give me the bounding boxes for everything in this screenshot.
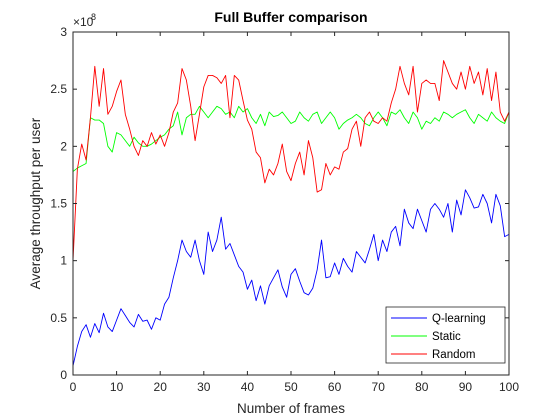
x-tick-label: 50 <box>284 380 298 394</box>
y-tick-label: 2 <box>60 139 67 153</box>
series-line-random <box>72 60 510 261</box>
y-tick-label: 0 <box>60 368 67 382</box>
y-tick-label: 1.5 <box>50 197 67 211</box>
x-tick-label: 70 <box>372 380 386 394</box>
y-axis-ticks: 0 0.5 1 1.5 2 2.5 3 <box>50 25 509 382</box>
series-layer <box>72 60 510 366</box>
x-tick-label: 90 <box>459 380 473 394</box>
y-tick-label: 0.5 <box>50 311 67 325</box>
chart-title: Full Buffer comparison <box>214 9 367 25</box>
y-tick-label: 2.5 <box>50 82 67 96</box>
y-exponent-base: ×10 <box>73 15 94 29</box>
x-axis-ticks: 0 10 20 30 40 50 60 70 80 90 100 <box>70 32 519 394</box>
x-axis-label: Number of frames <box>237 401 345 416</box>
x-tick-label: 60 <box>328 380 342 394</box>
x-tick-label: 80 <box>415 380 429 394</box>
series-line-q-learning <box>72 189 510 366</box>
legend-label: Random <box>432 349 475 361</box>
legend-label: Q-learning <box>432 313 486 325</box>
legend: Q-learning Static Random <box>385 306 506 364</box>
x-tick-label: 30 <box>197 380 211 394</box>
y-tick-label: 1 <box>60 254 67 268</box>
y-tick-label: 3 <box>60 25 67 39</box>
x-tick-label: 10 <box>110 380 124 394</box>
series-line-static <box>72 105 510 172</box>
y-exponent-power: 8 <box>91 12 96 22</box>
x-tick-label: 40 <box>241 380 255 394</box>
legend-label: Static <box>432 331 461 343</box>
x-tick-label: 0 <box>70 380 77 394</box>
x-tick-label: 100 <box>499 380 519 394</box>
x-tick-label: 20 <box>154 380 168 394</box>
y-axis-label: Average throughput per user <box>28 117 43 289</box>
